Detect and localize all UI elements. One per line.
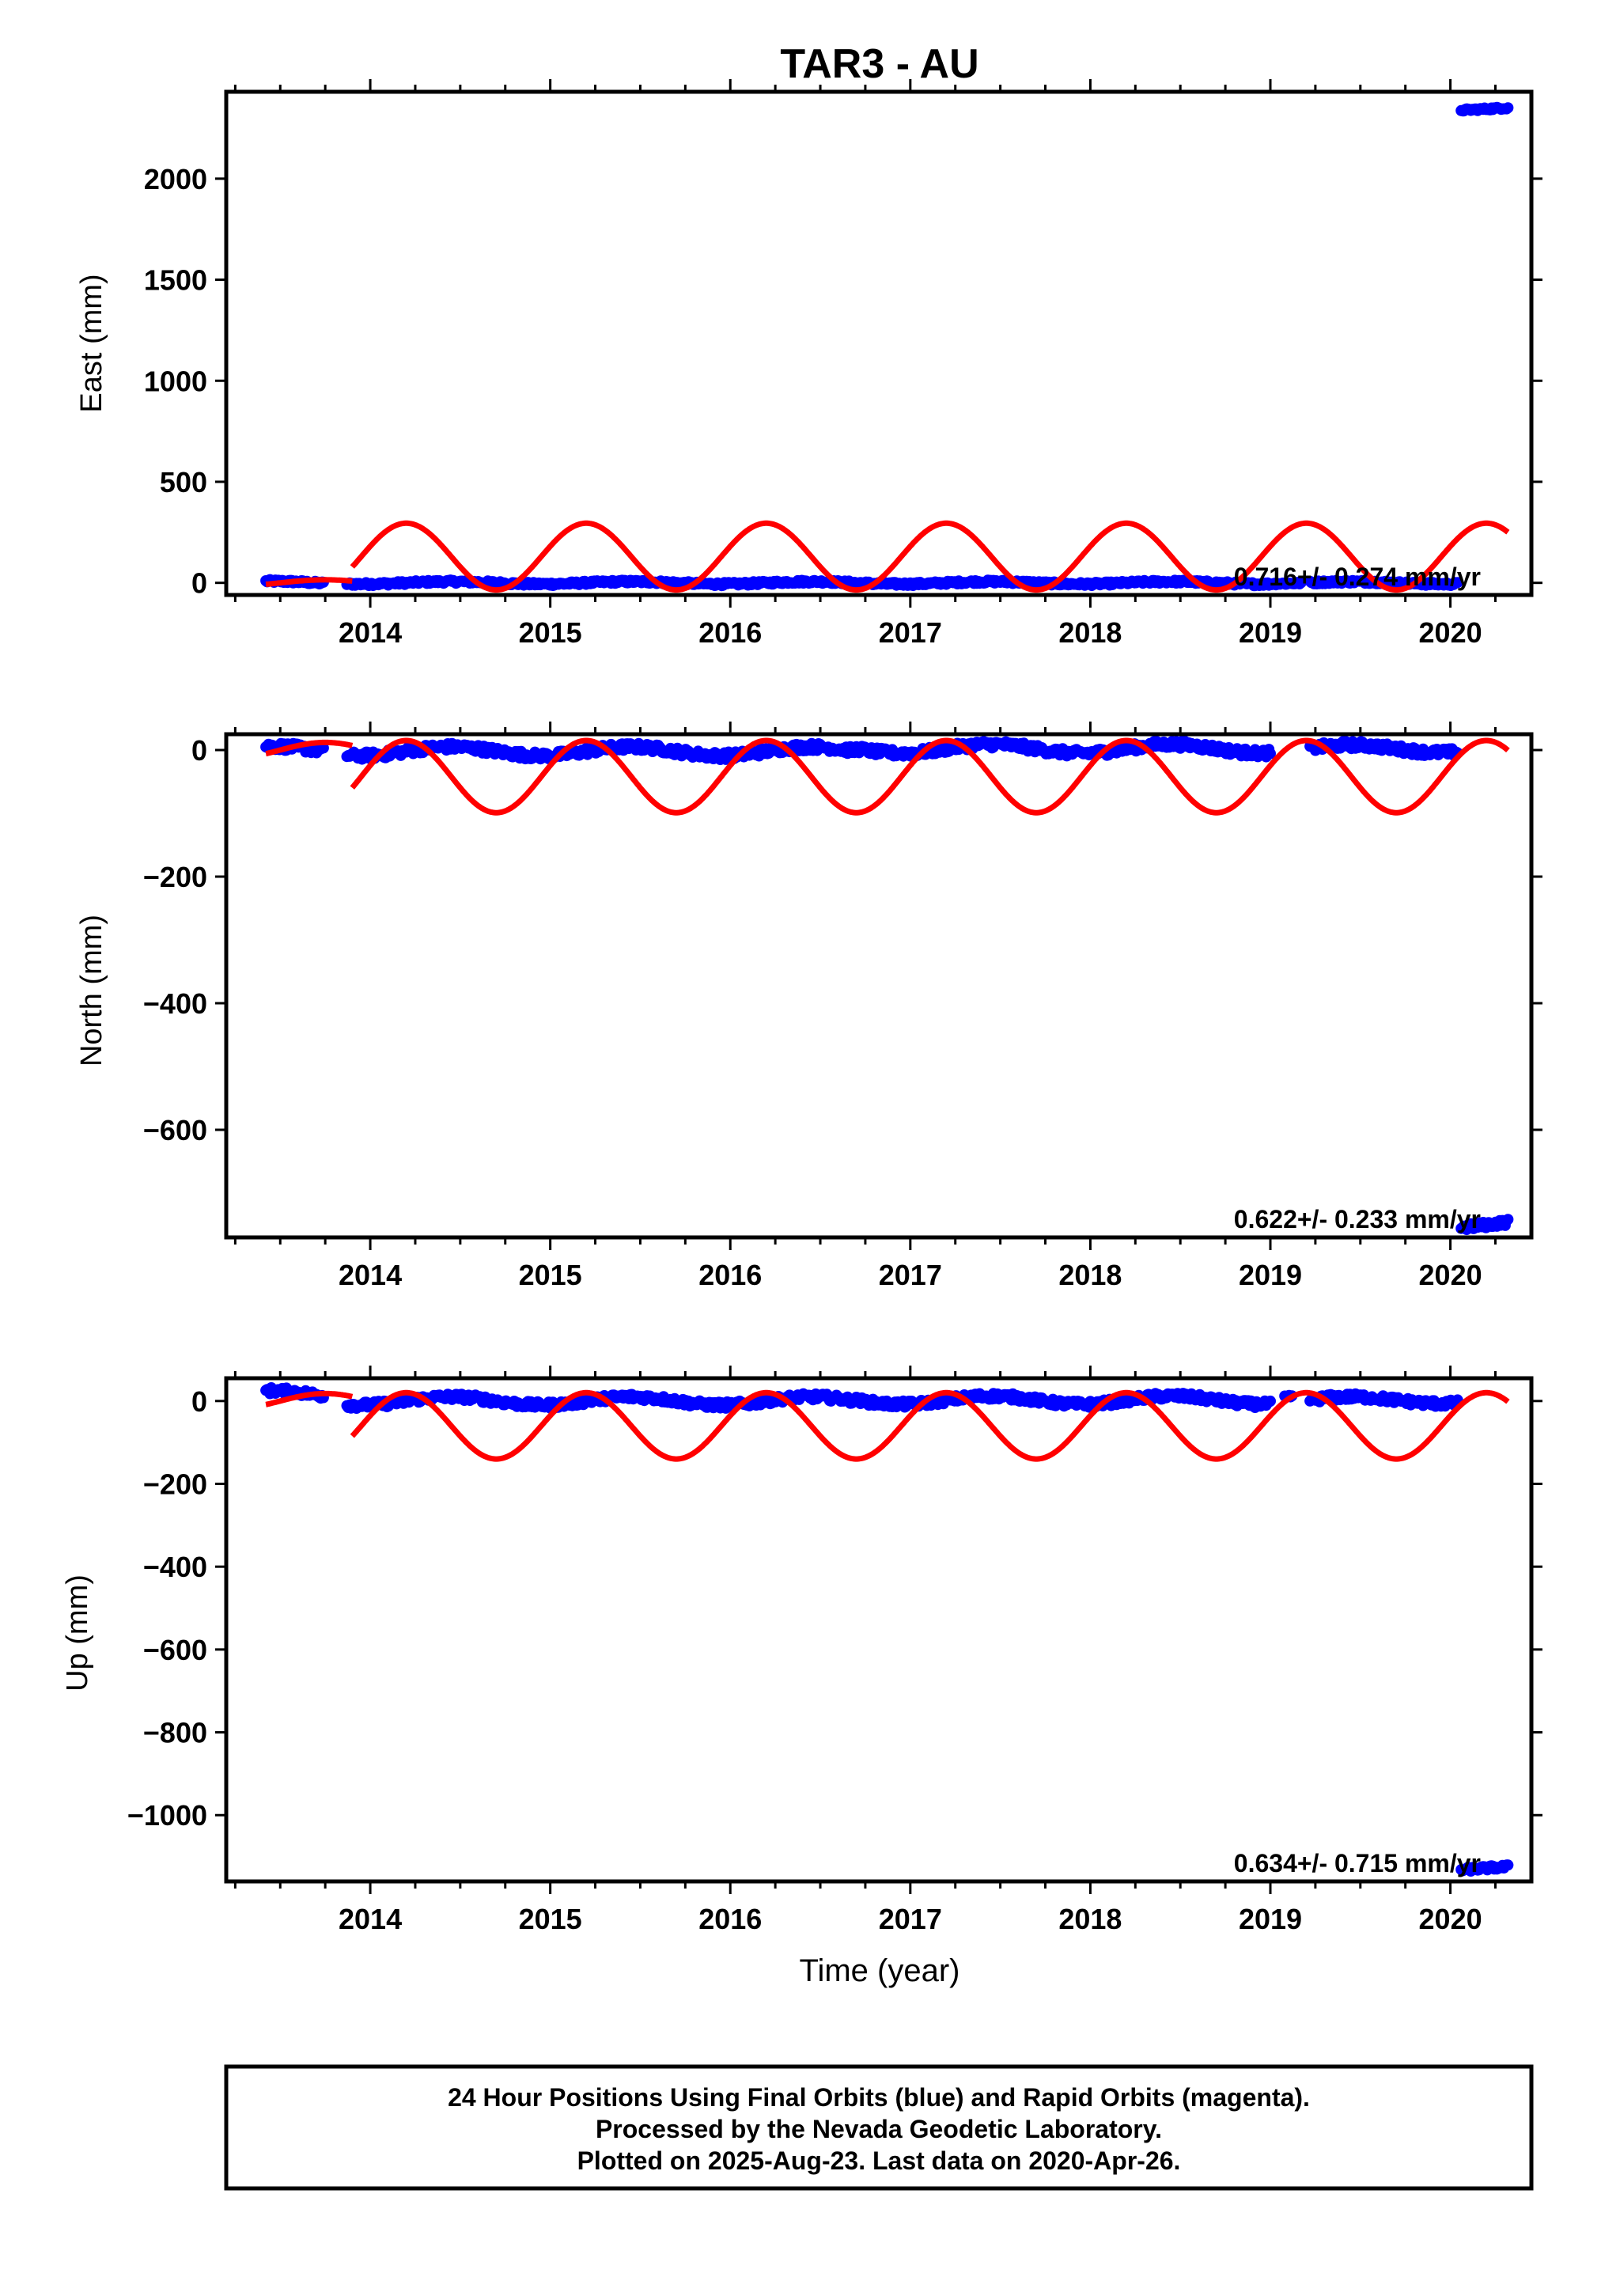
east-x-tick-label: 2018 — [1058, 616, 1122, 649]
north-x-tick-label: 2017 — [879, 1259, 942, 1291]
north-tick-group: 0 −200 −400 −600 2014 2015 2016 2017 2018 2019 202… — [143, 722, 1542, 1291]
up-y-tick-label: −800 — [143, 1717, 207, 1749]
up-model-curve — [350, 1389, 1510, 1462]
footer-line-2: Processed by the Nevada Geodetic Laborat… — [596, 2115, 1162, 2143]
east-y-tick-label: 1500 — [144, 264, 207, 297]
north-data-point — [1502, 1214, 1514, 1226]
up-data-point — [1265, 1395, 1276, 1407]
up-x-tick-label: 2014 — [339, 1903, 402, 1935]
up-x-tick-label: 2018 — [1058, 1903, 1122, 1935]
east-tick-group: 0 500 1000 1500 2000 2014 2015 2016 2017 2018 2019… — [144, 79, 1542, 649]
north-model-curve — [350, 737, 1510, 816]
north-y-tick-label: −200 — [143, 861, 207, 893]
east-y-tick-label: 0 — [191, 567, 207, 600]
chart-title: TAR3 - AU — [780, 41, 978, 87]
x-axis-label: Time (year) — [800, 1953, 960, 1988]
east-x-tick-label: 2020 — [1419, 616, 1482, 649]
up-x-tick-label: 2017 — [879, 1903, 942, 1935]
north-x-tick-label: 2016 — [698, 1259, 762, 1291]
east-rate-label: 0.716+/- 0.274 mm/yr — [1234, 563, 1481, 591]
east-data-point — [1451, 577, 1463, 589]
up-x-tick-label: 2019 — [1239, 1903, 1302, 1935]
east-model-curve — [350, 520, 1510, 593]
up-model-curve — [265, 1390, 354, 1408]
up-y-tick-label: −600 — [143, 1634, 207, 1666]
north-x-tick-label: 2018 — [1058, 1259, 1122, 1291]
east-x-tick-label: 2015 — [519, 616, 582, 649]
up-frame — [224, 1376, 1534, 1884]
east-frame — [224, 89, 1534, 597]
footer-box: 24 Hour Positions Using Final Orbits (bl… — [224, 2064, 1534, 2191]
up-y-tick-label: −400 — [143, 1551, 207, 1583]
east-data-point — [1502, 102, 1514, 114]
east-x-tick-label: 2019 — [1239, 616, 1302, 649]
north-y-tick-label: −400 — [143, 987, 207, 1020]
north-x-tick-label: 2019 — [1239, 1259, 1302, 1291]
footer-line-1: 24 Hour Positions Using Final Orbits (bl… — [448, 2083, 1310, 2112]
east-y-tick-label: 2000 — [144, 163, 207, 195]
footer-frame — [224, 2064, 1534, 2191]
north-y-tick-label: 0 — [191, 734, 207, 767]
north-rate-label: 0.622+/- 0.233 mm/yr — [1234, 1205, 1481, 1233]
footer-line-3: Plotted on 2025-Aug-23. Last data on 202… — [577, 2146, 1181, 2175]
east-data-point — [1295, 577, 1307, 589]
east-x-tick-label: 2014 — [339, 616, 402, 649]
up-x-tick-label: 2020 — [1419, 1903, 1482, 1935]
north-x-tick-label: 2015 — [519, 1259, 582, 1291]
north-x-tick-label: 2020 — [1419, 1259, 1482, 1291]
up-x-tick-label: 2015 — [519, 1903, 582, 1935]
north-x-tick-label: 2014 — [339, 1259, 402, 1291]
up-rate-label: 0.634+/- 0.715 mm/yr — [1234, 1849, 1481, 1877]
up-panel: Up (mm) 0 −200 −400 −600 −800 −1000 2014 2015 20… — [61, 1366, 1542, 1935]
up-y-tick-label: −200 — [143, 1468, 207, 1500]
east-panel: East (mm) 0 500 1000 1500 2000 2014 2015 2016 20… — [75, 79, 1542, 649]
north-plot-area — [260, 735, 1514, 1236]
east-y-tick-label: 1000 — [144, 365, 207, 397]
north-y-tick-label: −600 — [143, 1114, 207, 1146]
east-model-curve — [265, 577, 353, 587]
north-y-axis-label: North (mm) — [75, 915, 108, 1067]
north-frame — [224, 732, 1534, 1240]
east-x-tick-label: 2016 — [698, 616, 762, 649]
east-plot-area — [260, 101, 1514, 593]
north-model-curve — [265, 739, 354, 757]
up-x-tick-label: 2016 — [698, 1903, 762, 1935]
up-y-tick-label: 0 — [191, 1385, 207, 1418]
up-plot-area — [260, 1382, 1514, 1877]
up-y-tick-label: −1000 — [127, 1799, 207, 1832]
up-tick-group: 0 −200 −400 −600 −800 −1000 2014 2015 2016 2017 20… — [127, 1366, 1542, 1935]
north-panel: North (mm) 0 −200 −400 −600 2014 2015 2016 2017… — [75, 722, 1542, 1291]
up-data-point — [1502, 1859, 1514, 1871]
up-y-axis-label: Up (mm) — [61, 1574, 94, 1692]
north-data-point — [1265, 748, 1276, 760]
east-y-axis-label: East (mm) — [75, 274, 108, 412]
east-y-tick-label: 500 — [160, 466, 207, 498]
east-x-tick-label: 2017 — [879, 616, 942, 649]
